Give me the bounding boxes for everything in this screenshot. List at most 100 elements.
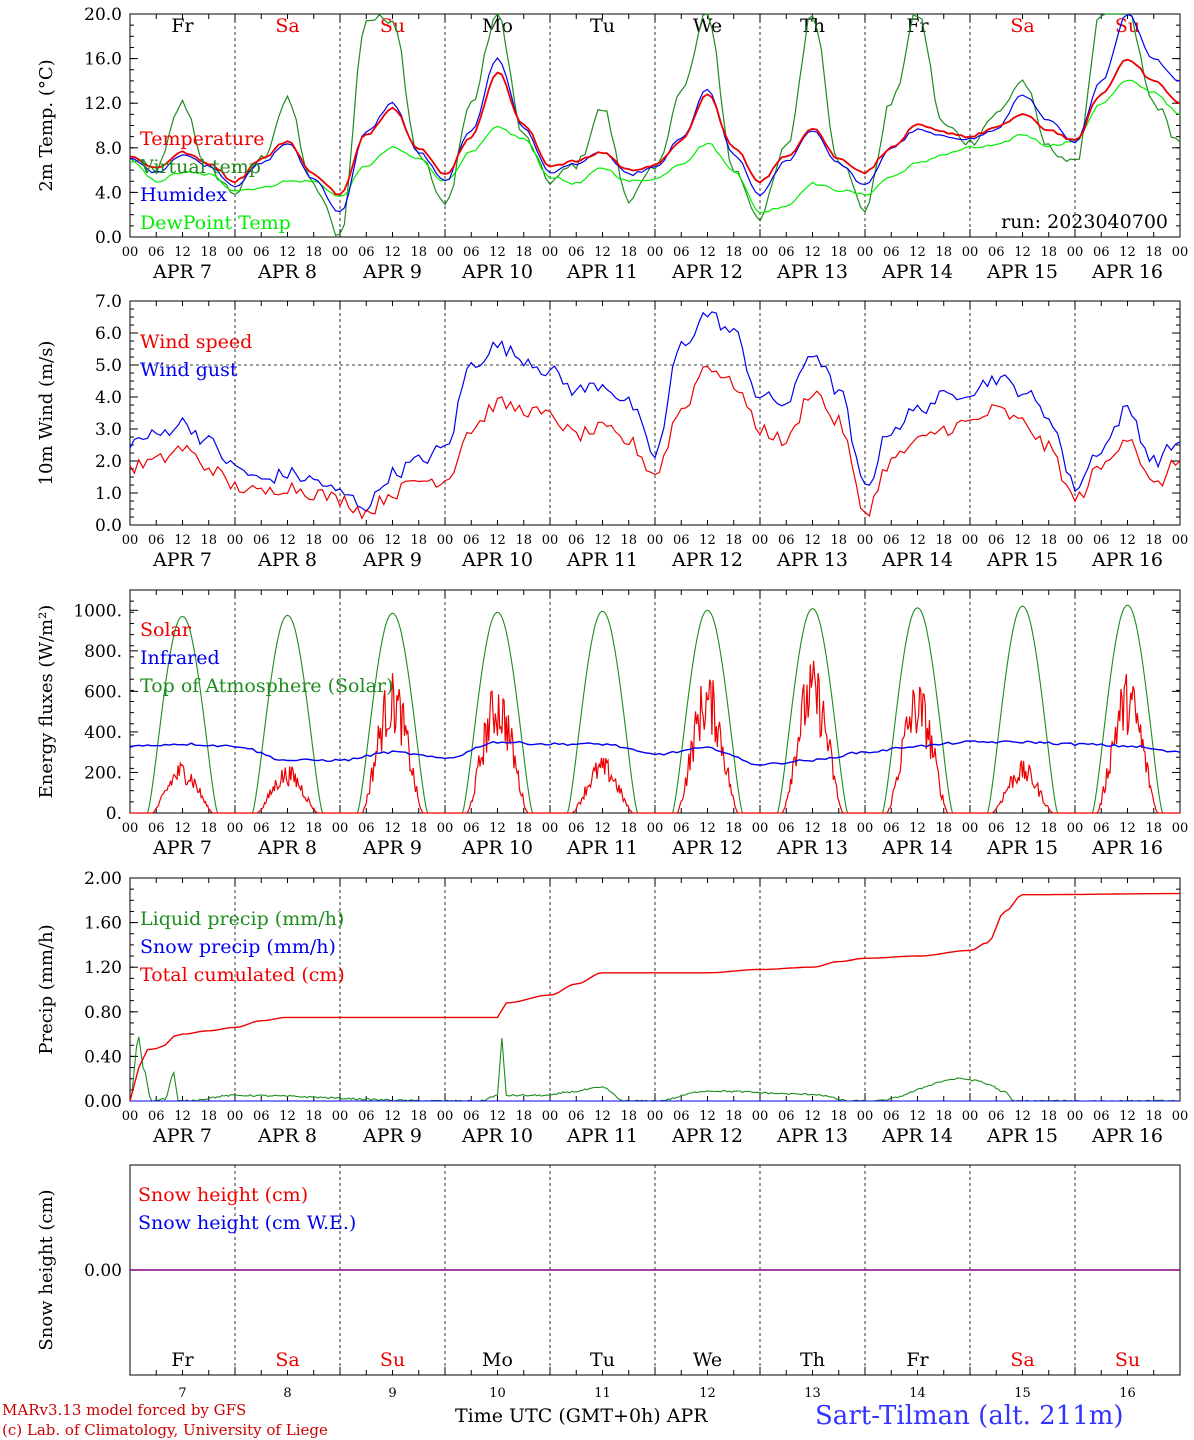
panel-4-hour-label: 12	[174, 1109, 191, 1124]
panel-2-hour-label: 12	[1014, 533, 1031, 548]
panel-2-hour-label: 00	[752, 533, 769, 548]
panel-3-date-label: APR 12	[671, 837, 743, 859]
panel-3-y-tick-label: 400.	[84, 723, 122, 743]
panel-2-date-label: APR 13	[776, 549, 848, 571]
panel-2-hour-label: 00	[647, 533, 664, 548]
panel-3-frame	[129, 589, 1181, 814]
panel-4-date-label: APR 9	[362, 1125, 422, 1147]
panel-3-hour-label: 06	[1093, 821, 1110, 836]
panel-5-weekday-label: We	[693, 1349, 722, 1371]
panel-2-hour-label: 00	[1172, 533, 1189, 548]
panel-2-y-tick-label: 6.0	[95, 324, 122, 344]
panel-3-hour-label: 18	[410, 821, 427, 836]
x-axis-title: Time UTC (GMT+0h) APR	[455, 1405, 708, 1427]
panel-1-legend-3: Humidex	[140, 184, 227, 206]
panel-3-date-label: APR 14	[881, 837, 953, 859]
panel-1-hour-label: 12	[1014, 245, 1031, 260]
panel-4-hour-label: 00	[752, 1109, 769, 1124]
panel-1-hour-label: 18	[410, 245, 427, 260]
panel-5-y-tick-label: 0.00	[84, 1261, 122, 1281]
panel-3-solar-day-8	[865, 686, 970, 814]
panel-1-hour-label: 18	[1145, 245, 1162, 260]
panel-2-date-label: APR 12	[671, 549, 743, 571]
panel-3-toa-day-7	[760, 608, 865, 814]
panel-5-day-number: 7	[178, 1386, 186, 1401]
panel-1-hour-label: 12	[489, 245, 506, 260]
panel-4-date-label: APR 7	[152, 1125, 212, 1147]
panel-4-series-total-cumulated	[129, 892, 1180, 1102]
panel-1-hour-label: 00	[437, 245, 454, 260]
panel-1-hour-label: 12	[699, 245, 716, 260]
panel-3-hour-label: 12	[279, 821, 296, 836]
panel-3-y-axis-title: Energy fluxes (W/m²)	[36, 605, 57, 799]
panel-2-date-label: APR 8	[257, 549, 317, 571]
panel-1-hour-label: 18	[830, 245, 847, 260]
panel-3-hour-label: 18	[830, 821, 847, 836]
panel-1-date-label: APR 15	[986, 261, 1058, 283]
panel-4-hour-label: 06	[148, 1109, 165, 1124]
panel-2-date-label: APR 9	[362, 549, 422, 571]
panel-2-hour-label: 12	[1119, 533, 1136, 548]
panel-4-hour-label: 18	[305, 1109, 322, 1124]
panel-1-hour-label: 06	[883, 245, 900, 260]
panel-3-hour-label: 00	[857, 821, 874, 836]
panel-1-weekday-label: Mo	[482, 15, 513, 37]
panel-1-hour-label: 06	[1093, 245, 1110, 260]
panel-1-hour-label: 00	[752, 245, 769, 260]
panel-1-series-dewpoint-temp	[129, 79, 1181, 214]
panel-5-day-number: 12	[699, 1386, 716, 1401]
panel-3-hour-label: 00	[122, 821, 139, 836]
panel-4-hour-label: 18	[935, 1109, 952, 1124]
panel-3-hour-label: 12	[699, 821, 716, 836]
panel-2-date-label: APR 14	[881, 549, 953, 571]
panel-3-hour-label: 06	[358, 821, 375, 836]
panel-4-date-label: APR 14	[881, 1125, 953, 1147]
panel-2-hour-label: 06	[988, 533, 1005, 548]
panel-2-hour-label: 00	[332, 533, 349, 548]
panel-3-hour-label: 06	[988, 821, 1005, 836]
panel-4-hour-label: 00	[332, 1109, 349, 1124]
panel-4-y-axis-title: Precip (mm/h)	[36, 924, 57, 1054]
panel-3-toa-day-4	[445, 611, 550, 814]
panel-1-hour-label: 12	[594, 245, 611, 260]
panel-1-hour-label: 12	[1119, 245, 1136, 260]
panel-3-date-label: APR 13	[776, 837, 848, 859]
panel-2-date-label: APR 7	[152, 549, 212, 571]
panel-3-solar-day-1	[130, 761, 235, 814]
panel-1-hour-label: 06	[148, 245, 165, 260]
panel-4-hour-label: 06	[568, 1109, 585, 1124]
panel-4-y-tick-label: 0.40	[84, 1047, 122, 1067]
panel-5-day-number: 8	[283, 1386, 291, 1401]
panel-3-hour-label: 06	[148, 821, 165, 836]
panel-4-hour-label: 18	[410, 1109, 427, 1124]
panel-5-day-number: 11	[594, 1386, 611, 1401]
panel-2-hour-label: 00	[122, 533, 139, 548]
panel-2-y-tick-label: 7.0	[95, 292, 122, 312]
panel-4-hour-label: 06	[1093, 1109, 1110, 1124]
panel-5-weekday-label: Mo	[482, 1349, 513, 1371]
panel-3-hour-label: 12	[489, 821, 506, 836]
panel-2-hour-label: 18	[1040, 533, 1057, 548]
panel-3-hour-label: 06	[778, 821, 795, 836]
panel-3-hour-label: 18	[200, 821, 217, 836]
panel-3-hour-label: 12	[174, 821, 191, 836]
panel-1-hour-label: 18	[200, 245, 217, 260]
panel-1-date-label: APR 16	[1091, 261, 1163, 283]
panel-4-date-label: APR 8	[257, 1125, 317, 1147]
panel-2-hour-label: 06	[463, 533, 480, 548]
panel-3-solar-day-9	[970, 760, 1075, 814]
panel-3-hour-label: 00	[332, 821, 349, 836]
panel-1-date-label: APR 13	[776, 261, 848, 283]
panel-4-date-label: APR 11	[566, 1125, 638, 1147]
panel-4-hour-label: 18	[1145, 1109, 1162, 1124]
panel-1-weekday-label: Th	[800, 15, 825, 37]
panel-2-legend-2: Wind gust	[140, 359, 238, 381]
panel-1-legend-1: Temperature	[140, 128, 264, 150]
panel-2-hour-label: 06	[253, 533, 270, 548]
panel-2-hour-label: 12	[489, 533, 506, 548]
panel-2-hour-label: 18	[1145, 533, 1162, 548]
panel-2-hour-label: 18	[200, 533, 217, 548]
panel-3-hour-label: 06	[883, 821, 900, 836]
panel-1-hour-label: 12	[279, 245, 296, 260]
panel-2-legend-1: Wind speed	[140, 331, 252, 353]
